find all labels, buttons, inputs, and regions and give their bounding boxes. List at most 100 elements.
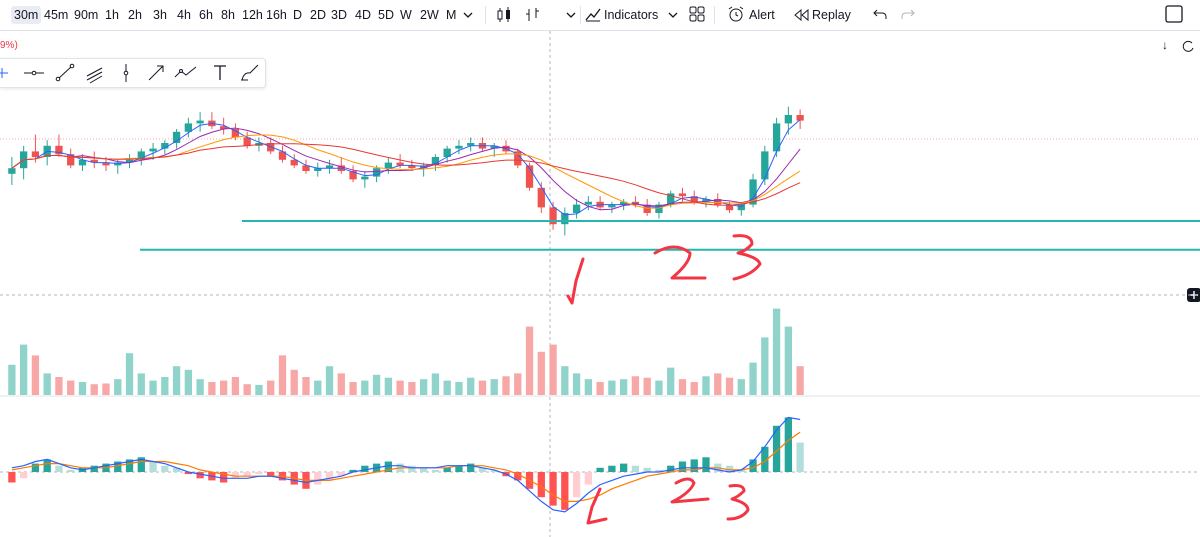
timeframe-8h[interactable]: 8h — [221, 8, 235, 22]
candle-body — [678, 193, 687, 197]
timeframe-4h[interactable]: 4h — [177, 8, 191, 22]
indicators-icon[interactable] — [584, 5, 602, 23]
candle-body — [161, 143, 169, 149]
replay-icon[interactable] — [792, 6, 810, 24]
volume-bar — [714, 373, 722, 395]
vertical-line-icon[interactable] — [123, 64, 129, 82]
hand-annotations — [566, 234, 762, 525]
timeframe-16h[interactable]: 16h — [266, 8, 287, 22]
volume-bar — [678, 379, 687, 395]
macd-histogram-bar — [749, 459, 757, 472]
bar-type-icon[interactable] — [524, 6, 542, 24]
candle-body — [737, 204, 745, 211]
volume-bar — [443, 380, 451, 395]
macd-line — [11, 416, 801, 513]
redo-icon[interactable] — [900, 6, 916, 22]
macd-histogram-bar — [514, 472, 522, 481]
macd-histogram-bar — [149, 461, 157, 472]
timeframe-12h[interactable]: 12h — [242, 8, 263, 22]
crosshair-icon[interactable] — [0, 68, 8, 78]
volume-bar — [337, 373, 345, 395]
candle-body — [431, 157, 440, 166]
timeframe-2h[interactable]: 2h — [128, 8, 142, 22]
volume-bar — [90, 384, 98, 395]
timeframe-2d[interactable]: 2D — [310, 8, 326, 22]
macd-histogram-bar — [220, 472, 228, 483]
text-tool-icon[interactable] — [214, 65, 226, 80]
candle-body — [172, 131, 181, 143]
timeframe-30m[interactable]: 30m — [11, 6, 42, 24]
timeframe-3d[interactable]: 3D — [331, 8, 347, 22]
path-icon[interactable] — [174, 66, 197, 78]
timeframe-m[interactable]: M — [446, 8, 457, 22]
parallel-channel-icon[interactable] — [86, 67, 103, 84]
chevron-down-icon[interactable] — [463, 11, 473, 19]
candle-body — [525, 165, 534, 188]
volume-bar — [514, 373, 522, 395]
macd-histogram-bar — [172, 467, 181, 472]
layout-grid-icon[interactable] — [688, 5, 706, 23]
brush-icon[interactable] — [241, 64, 259, 81]
volume-bar — [55, 377, 63, 395]
volume-bar — [172, 366, 181, 395]
arrow-icon[interactable] — [148, 65, 164, 81]
refresh-icon[interactable] — [1181, 40, 1195, 54]
candle-body — [620, 201, 628, 205]
volume-bar — [596, 382, 604, 395]
volume-bar — [796, 366, 804, 395]
horizontal-line-icon[interactable] — [24, 70, 44, 76]
chart-area[interactable] — [0, 31, 1200, 537]
volume-bar — [161, 377, 169, 395]
timeframe-5d[interactable]: 5D — [378, 8, 394, 22]
macd-histogram-bar — [596, 467, 604, 472]
volume-bar — [631, 376, 640, 395]
timeframe-6h[interactable]: 6h — [199, 8, 213, 22]
ma-line-6 — [11, 127, 801, 211]
candle-body — [549, 207, 557, 225]
replay-button[interactable]: Replay — [812, 8, 851, 22]
candle-body — [655, 204, 663, 213]
timeframe-45m[interactable]: 45m — [44, 8, 69, 22]
timeframe-d[interactable]: D — [293, 8, 303, 22]
candle-body — [149, 148, 157, 152]
volume-bar — [549, 344, 557, 395]
macd-histogram-bar — [761, 446, 769, 472]
candle-body — [220, 126, 228, 129]
scale-down-button[interactable]: ↓ — [1162, 38, 1168, 52]
timeframe-90m[interactable]: 90m — [74, 8, 99, 22]
hand-number-3 — [726, 484, 750, 521]
chevron-down-icon[interactable] — [668, 11, 678, 19]
macd-histogram-bar — [267, 472, 275, 477]
candle-body — [102, 162, 110, 166]
ma-line-3 — [11, 119, 801, 216]
drawing-toolbar — [0, 58, 266, 88]
volume-bar — [325, 366, 334, 395]
indicators-button[interactable]: Indicators — [604, 8, 659, 22]
macd-signal-line — [11, 431, 801, 502]
alert-button[interactable]: Alert — [749, 8, 775, 22]
volume-bar — [620, 379, 628, 395]
moving-averages — [11, 119, 801, 216]
timeframe-2w[interactable]: 2W — [420, 8, 439, 22]
alarm-clock-icon[interactable] — [726, 4, 746, 24]
macd-histogram-bar — [361, 465, 369, 472]
timeframe-1h[interactable]: 1h — [105, 8, 119, 22]
macd-histogram-bar — [43, 459, 51, 472]
trend-line-icon[interactable] — [55, 63, 75, 82]
macd-histogram-bar — [20, 472, 28, 479]
volume-bar — [102, 383, 110, 395]
candle-body — [278, 151, 287, 160]
candle-body — [443, 148, 451, 157]
candle-body — [137, 151, 145, 160]
candles-icon[interactable] — [495, 6, 513, 24]
volume-bar — [43, 373, 51, 395]
macd-histogram-bar — [314, 472, 322, 485]
timeframe-4d[interactable]: 4D — [355, 8, 371, 22]
maximize-icon[interactable] — [1164, 4, 1184, 24]
volume-bar — [761, 337, 769, 395]
timeframe-3h[interactable]: 3h — [153, 8, 167, 22]
chevron-down-icon[interactable] — [566, 11, 576, 19]
timeframe-w[interactable]: W — [400, 8, 412, 22]
volume-bars — [8, 308, 804, 395]
undo-icon[interactable] — [872, 6, 888, 22]
